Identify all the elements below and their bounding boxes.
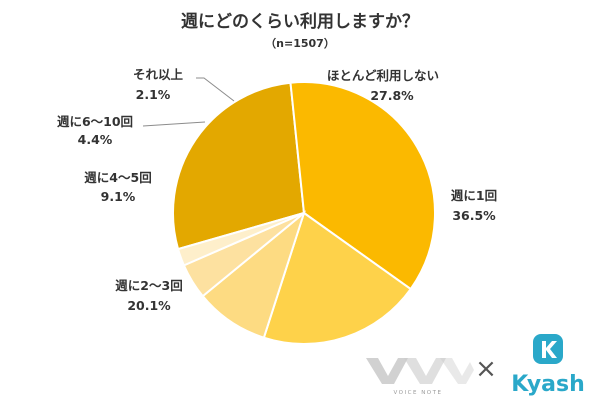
voice-note-text: VOICE NOTE xyxy=(394,390,443,396)
slice-category-label: 週に2〜3回 xyxy=(115,278,182,293)
chart-subtitle: （n=1507） xyxy=(265,37,335,50)
pie-slices xyxy=(172,81,436,345)
leader-line xyxy=(142,121,206,127)
pie-slice xyxy=(289,81,436,291)
slice-value-label: 36.5% xyxy=(452,208,496,223)
slice-value-label: 27.8% xyxy=(370,88,414,103)
pie-slice xyxy=(176,212,305,267)
kyash-logo: Kyash xyxy=(511,334,585,397)
slice-value-label: 20.1% xyxy=(127,298,171,313)
slice-category-label: 週に1回 xyxy=(451,188,497,203)
voice-note-logo: VOICE NOTE xyxy=(366,358,474,396)
slice-category-label: それ以上 xyxy=(133,67,184,82)
slice-value-label: 4.4% xyxy=(78,132,113,147)
slice-category-label: 週に6〜10回 xyxy=(57,114,133,129)
pie-slice xyxy=(172,81,306,251)
slice-value-label: 2.1% xyxy=(136,87,171,102)
kyash-text: Kyash xyxy=(511,372,585,397)
slice-labels: ほとんど利用しない 27.8% 週に1回 36.5% 週に2〜3回 20.1% 週に4〜5回… xyxy=(57,67,497,313)
times-sign: × xyxy=(475,354,497,384)
leader-line xyxy=(196,77,235,102)
slice-value-label: 9.1% xyxy=(101,189,136,204)
kyash-icon xyxy=(533,334,563,364)
slice-category-label: ほとんど利用しない xyxy=(327,68,439,83)
voice-note-icon xyxy=(366,358,474,384)
pie-slice xyxy=(262,211,413,345)
chart-title: 週にどのくらい利用しますか？ xyxy=(181,11,419,32)
leader-lines xyxy=(142,77,235,127)
slice-category-label: 週に4〜5回 xyxy=(84,170,151,185)
